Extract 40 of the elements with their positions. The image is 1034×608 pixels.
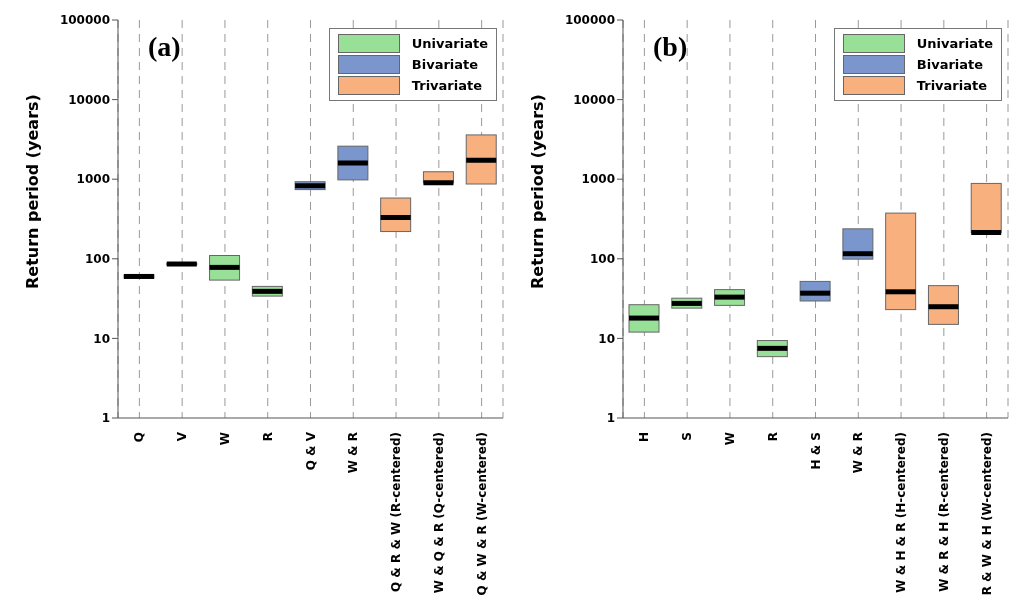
y-tick-label: 100 [84,252,110,267]
x-tick-label: S [680,432,695,441]
y-tick-label: 100000 [564,13,615,28]
legend-label: Univariate [411,36,488,51]
legend-label: Trivariate [916,78,988,93]
y-tick-label: 10 [93,331,110,346]
x-tick-label: Q & V [303,431,318,471]
chart-title: (b) [653,31,688,62]
x-tick-label: R & W & H (W-centered) [979,432,994,596]
legend-label: Trivariate [411,78,483,93]
x-tick-label: W & R [346,432,361,474]
y-tick-label: 10000 [573,92,615,107]
y-tick-label: 10000 [68,92,110,107]
x-tick-label: R [765,432,780,442]
x-tick-label: W [722,432,737,446]
y-tick-label: 1000 [581,172,615,187]
y-axis-title: Return period (years) [527,94,547,289]
x-tick-label: W & R & H (R-centered) [936,432,951,592]
x-tick-label: Q [132,432,147,443]
x-tick-label: Q & R & W (R-centered) [389,432,404,593]
x-tick-label: H [637,432,652,443]
y-tick-label: 1 [606,411,615,426]
y-axis-title: Return period (years) [22,94,42,289]
legend-label: Univariate [916,36,993,51]
x-tick-label: W & Q & R (Q-centered) [431,432,446,594]
x-tick-label: V [175,431,190,442]
x-tick-label: H & S [808,432,823,470]
y-tick-label: 100 [589,252,615,267]
x-tick-label: Q & W & R (W-centered) [474,432,489,596]
y-tick-label: 1 [101,411,110,426]
x-tick-label: W [217,432,232,446]
x-tick-label: R [260,432,275,442]
legend-label: Bivariate [411,57,479,72]
y-tick-label: 100000 [59,13,110,28]
legend-label: Bivariate [916,57,984,72]
y-tick-label: 1000 [76,172,110,187]
y-tick-label: 10 [598,331,615,346]
x-tick-label: W & R [851,432,866,474]
chart-title: (a) [148,31,181,62]
x-tick-label: W & H & R (H-centered) [894,432,909,593]
